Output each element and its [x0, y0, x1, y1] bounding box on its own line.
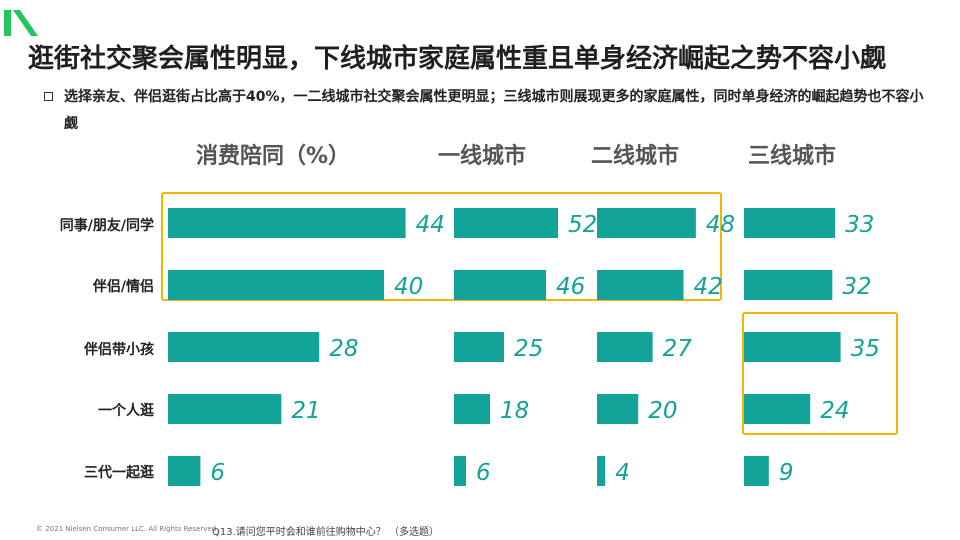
bar-tier2-partner: [597, 270, 684, 300]
bar-tier1-partner: [454, 270, 546, 300]
page-title: 逛街社交聚会属性明显，下线城市家庭属性重且单身经济崛起之势不容小觑: [28, 44, 887, 74]
bar-tier2-three-generations: [597, 456, 606, 486]
highlight-box-1: [161, 192, 722, 301]
question-note: Q13.请问您平时会和谁前往购物中心？ （多选题）: [212, 527, 439, 538]
copyright-text: © 2021 Nielsen Consumer LLC. All Rights …: [36, 525, 219, 533]
column-header-overall: 消费陪同（%）: [196, 144, 351, 169]
subtitle: 选择亲友、伴侣逛街占比高于40%，一二线城市社交聚会属性更明显；三线城市则展现更…: [64, 89, 924, 132]
bar-tier3-partner-child: [744, 332, 841, 362]
data-label-overall-alone: 21: [291, 398, 320, 424]
data-label-tier1-alone: 18: [500, 398, 529, 424]
data-label-tier2-partner: 42: [694, 274, 723, 300]
bar-tier3-alone: [744, 394, 811, 424]
data-label-tier2-partner-child: 27: [663, 336, 693, 362]
data-label-tier1-partner: 46: [556, 274, 585, 300]
bar-tier3-partner: [744, 270, 833, 300]
data-label-tier3-three-generations: 9: [779, 460, 794, 486]
bar-tier2-colleagues: [597, 208, 696, 238]
data-label-overall-partner: 40: [394, 274, 423, 300]
bar-tier2-alone: [597, 394, 639, 424]
data-label-tier2-three-generations: 4: [615, 460, 630, 486]
data-label-tier2-alone: 20: [648, 398, 677, 424]
row-label-alone: 一个人逛: [98, 403, 154, 419]
bar-tier1-alone: [454, 394, 490, 424]
data-label-tier1-colleagues: 52: [568, 212, 597, 238]
bar-tier3-colleagues: [744, 208, 836, 238]
data-label-tier3-partner-child: 35: [851, 336, 880, 362]
row-label-three-generations: 三代一起逛: [84, 465, 154, 481]
bar-overall-partner: [168, 270, 384, 300]
bar-overall-alone: [168, 394, 282, 424]
data-label-overall-colleagues: 44: [416, 212, 445, 238]
data-label-tier1-partner-child: 25: [514, 336, 543, 362]
bar-tier1-colleagues: [454, 208, 558, 238]
row-label-partner-child: 伴侣带小孩: [84, 342, 154, 358]
bar-overall-three-generations: [168, 456, 201, 486]
data-label-tier1-three-generations: 6: [476, 460, 491, 486]
bar-overall-colleagues: [168, 208, 406, 238]
bullet-square-icon: [44, 92, 53, 101]
highlight-box-2: [742, 312, 898, 435]
bar-tier1-three-generations: [454, 456, 466, 486]
column-header-tier1: 一线城市: [438, 144, 527, 169]
data-label-tier2-colleagues: 48: [706, 212, 735, 238]
column-header-tier3: 三线城市: [748, 144, 837, 169]
data-label-tier3-alone: 24: [820, 398, 849, 424]
bar-tier1-partner-child: [454, 332, 504, 362]
bar-tier3-three-generations: [744, 456, 769, 486]
data-label-tier3-colleagues: 33: [845, 212, 874, 238]
row-label-partner: 伴侣/情侣: [92, 279, 154, 295]
data-label-overall-partner-child: 28: [329, 336, 358, 362]
row-label-colleagues: 同事/朋友/同学: [59, 218, 154, 234]
nielsen-logo: [4, 10, 38, 36]
bar-tier2-partner-child: [597, 332, 653, 362]
data-label-tier3-partner: 32: [842, 274, 871, 300]
column-header-tier2: 二线城市: [591, 144, 680, 169]
bar-overall-partner-child: [168, 332, 320, 362]
data-label-overall-three-generations: 6: [210, 460, 225, 486]
